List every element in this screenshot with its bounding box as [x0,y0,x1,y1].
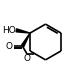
Polygon shape [16,29,30,33]
Text: HO: HO [2,26,16,35]
Polygon shape [21,33,30,47]
Text: O: O [6,42,13,51]
Text: O: O [23,54,30,63]
